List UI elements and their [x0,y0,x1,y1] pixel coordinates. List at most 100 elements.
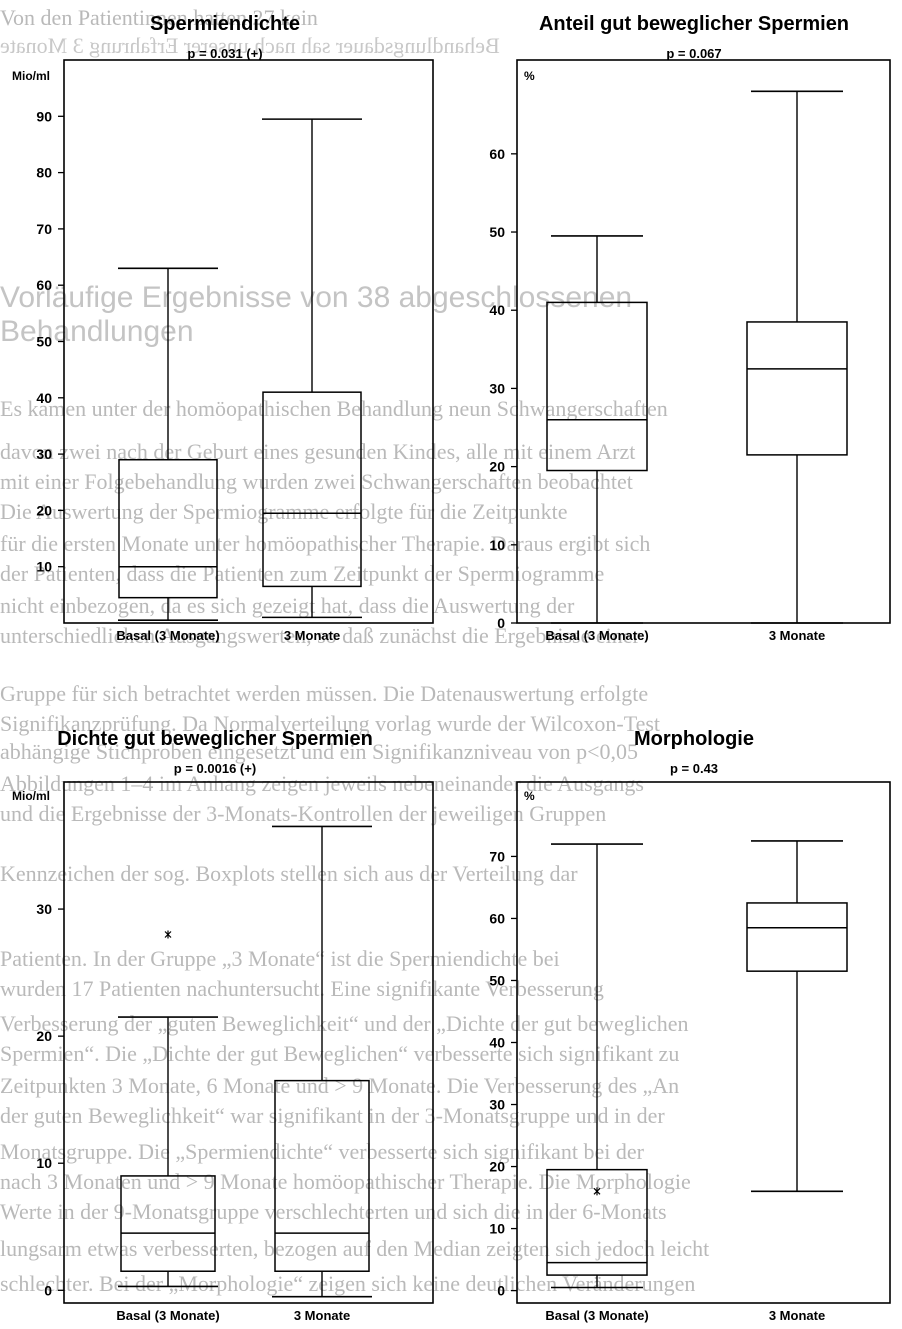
plot-frame [516,781,891,1304]
x-category-label: Basal (3 Monate) [545,1308,648,1323]
background-text-line: Monatsgruppe. Die „Spermiendichte“ verbe… [0,1139,644,1164]
background-text-line: Die Auswertung der Spermiogramme erfolgt… [0,499,568,524]
background-text-line: nicht einbezogen, da es sich gezeigt hat… [0,593,575,618]
y-axis-label: Mio/ml [12,789,50,803]
background-text-line: Zeitpunkten 3 Monate, 6 Monate und > 9 M… [0,1073,680,1098]
background-text-line: Es kamen unter der homöopathischen Behan… [0,396,668,421]
chart-title: Spermiendichte [150,13,300,35]
y-tick-label: 10 [36,1155,52,1171]
background-text-line: Vorläufige Ergebnisse von 38 abgeschloss… [0,281,633,314]
y-tick-label: 20 [36,502,52,518]
y-tick-label: 0 [497,1283,505,1299]
y-tick-label: 20 [36,1028,52,1044]
background-text-line: davon zwei nach der Geburt eines gesunde… [0,439,636,464]
y-tick-label: 60 [36,277,52,293]
chart-4: Morphologie p = 0.43% 0 10 20 30 40 50 60 70 Basal… [489,728,891,1323]
plot-frame [63,781,434,1304]
iqr-box [746,902,848,972]
y-tick-label: 60 [489,910,505,926]
y-tick-label: 30 [489,380,505,396]
y-tick-label: 0 [44,1282,52,1298]
chart-title: Morphologie [634,728,754,750]
background-text-line: Signifikanzprüfung. Da Normalverteilung … [0,711,661,736]
background-text-line: Gruppe für sich betrachtet werden müssen… [0,681,649,706]
iqr-box [746,321,848,456]
chart-1: Spermiendichte p = 0.031 (+) Mio/ml 10 20 30 4… [12,13,434,643]
background-text-line: Abbildungen 1–4 im Anhang zeigen jeweils… [0,771,644,796]
y-tick-label: 30 [36,901,52,917]
background-text-line: für die ersten Monate unter homöopathisc… [0,531,651,556]
box-2 [272,825,372,1298]
iqr-box [120,1175,216,1272]
plot-frame [516,59,891,624]
y-tick-label: 50 [489,224,505,240]
y-axis-label: % [524,69,535,83]
y-tick-label: 90 [36,108,52,124]
chart-subtitle: p = 0.067 [666,46,721,61]
y-tick-label: 20 [489,459,505,475]
y-tick-label: 10 [36,559,52,575]
y-tick-label: 50 [489,972,505,988]
background-text-line: Patienten. In der Gruppe „3 Monate“ ist … [0,946,560,971]
iqr-box [262,391,362,588]
y-tick-label: 50 [36,334,52,350]
y-axis-label: % [524,789,535,803]
box-1 [118,930,218,1288]
y-tick-label: 30 [36,446,52,462]
y-tick-label: 40 [36,390,52,406]
box-2 [746,840,848,1193]
x-category-label: 3 Monate [284,628,340,643]
background-text-line: der Patienten, dass die Patienten zum Ze… [0,561,605,586]
y-tick-label: 60 [489,146,505,162]
y-tick-label: 70 [489,848,505,864]
background-text-line: lungsarm etwas verbesserten, bezogen auf… [0,1236,710,1261]
background-text-line: wurden 17 Patienten nachuntersucht. Eine… [0,976,604,1001]
iqr-box [274,1079,370,1272]
y-tick-label: 10 [489,1221,505,1237]
y-tick-label: 20 [489,1159,505,1175]
x-category-label: Basal (3 Monate) [545,628,648,643]
chart-2: Anteil gut beweglicher Spermien p = 0.067… [489,13,891,643]
y-tick-label: 40 [489,302,505,318]
x-category-label: Basal (3 Monate) [116,628,219,643]
y-tick-label: 80 [36,165,52,181]
iqr-box [546,301,648,472]
chart-subtitle: p = 0.43 [670,761,718,776]
box-1 [118,267,218,621]
x-category-label: 3 Monate [769,1308,825,1323]
box-1 [546,235,648,624]
x-category-label: 3 Monate [294,1308,350,1323]
chart-subtitle: p = 0.031 (+) [187,46,262,61]
y-tick-label: 70 [36,221,52,237]
y-tick-label: 10 [489,537,505,553]
box-1 [546,843,648,1289]
background-text-line: der guten Beweglichkeit“ war signifikant… [0,1103,665,1128]
y-tick-label: 40 [489,1035,505,1051]
chart-3: Dichte gut beweglicher Spermien p = 0.001… [12,728,434,1323]
chart-title: Dichte gut beweglicher Spermien [57,728,373,750]
background-text-line: Kennzeichen der sog. Boxplots stellen si… [0,861,578,886]
iqr-box [118,458,218,599]
background-text-line: Von den Patientinnen hatten 27 kein [0,5,318,30]
background-text-line: Spermien“. Die „Dichte der gut Beweglich… [0,1041,680,1066]
background-text-line: Behandlungen [0,315,194,348]
chart-subtitle: p = 0.0016 (+) [174,761,256,776]
y-tick-label: 30 [489,1097,505,1113]
chart-title: Anteil gut beweglicher Spermien [539,13,849,35]
iqr-box [546,1168,648,1276]
background-text-line: nach 3 Monaten und > 9 Monate homöopathi… [0,1169,691,1194]
background-text-line: unterschiedlichen Ausgangswerten, so daß… [0,623,640,648]
background-text-line: Werte in der 9-Monatsgruppe verschlechte… [0,1199,667,1224]
background-text-line: abhängige Stichproben eingesetzt und ein… [0,739,639,764]
box-2 [746,90,848,624]
x-category-label: Basal (3 Monate) [116,1308,219,1323]
background-text-line: und die Ergebnisse der 3-Monats-Kontroll… [0,801,607,826]
box-2 [262,118,362,619]
background-text-line: mit einer Folgebehandlung wurden zwei Sc… [0,469,633,494]
background-text-line: Verbesserung der „guten Beweglichkeit“ u… [0,1011,689,1036]
y-tick-label: 0 [497,615,505,631]
x-category-label: 3 Monate [769,628,825,643]
y-axis-label: Mio/ml [12,69,50,83]
